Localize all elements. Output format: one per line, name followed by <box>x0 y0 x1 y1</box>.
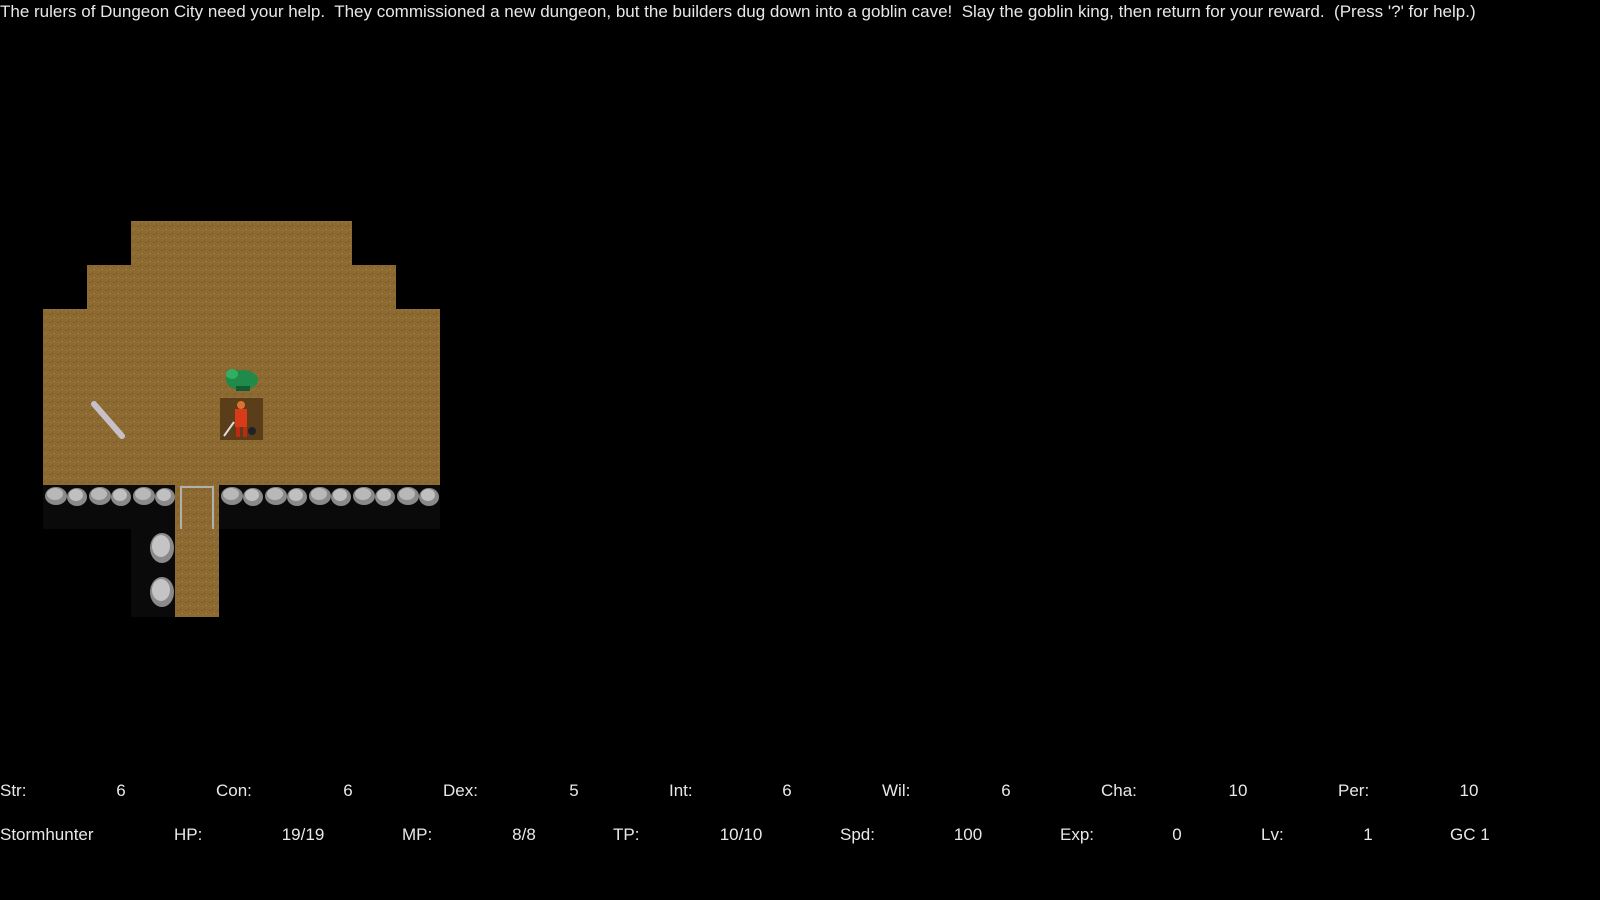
stat-label: Cha: <box>1101 781 1137 800</box>
stat-label: Wil: <box>882 781 911 800</box>
bone-item <box>91 401 125 439</box>
wall <box>43 485 175 529</box>
status-label: HP: <box>174 825 203 844</box>
status-label: MP: <box>402 825 433 844</box>
stat-label: Dex: <box>443 781 478 800</box>
stat-value: 5 <box>569 781 579 800</box>
status-label: Lv: <box>1261 825 1284 844</box>
stat-label: Con: <box>216 781 252 800</box>
stat-value: 10 <box>1459 781 1479 800</box>
stat-value: 6 <box>1001 781 1011 800</box>
status-value: 1 <box>1363 825 1373 844</box>
status-label: TP: <box>613 825 640 844</box>
floor <box>43 221 440 617</box>
stat-label: Per: <box>1338 781 1370 800</box>
status-value: 100 <box>953 825 983 844</box>
stat-label: Str: <box>0 781 27 800</box>
stat-value: 6 <box>116 781 126 800</box>
wall <box>219 485 440 529</box>
status-label: Spd: <box>840 825 875 844</box>
stat-label: Int: <box>669 781 693 800</box>
door <box>180 486 214 529</box>
status-value: 19/19 <box>281 825 325 844</box>
wall <box>131 529 175 617</box>
status-value: 10/10 <box>719 825 763 844</box>
character-name: Stormhunter <box>0 825 94 844</box>
status-value: 8/8 <box>512 825 536 844</box>
player <box>220 398 263 440</box>
message-log: The rulers of Dungeon City need your hel… <box>0 2 1476 21</box>
dungeon-level: GC 1 <box>1450 825 1490 844</box>
status-label: Exp: <box>1060 825 1095 844</box>
goblin <box>226 369 258 391</box>
status-value: 0 <box>1172 825 1182 844</box>
stat-value: 10 <box>1228 781 1248 800</box>
stat-value: 6 <box>343 781 353 800</box>
stat-value: 6 <box>782 781 792 800</box>
